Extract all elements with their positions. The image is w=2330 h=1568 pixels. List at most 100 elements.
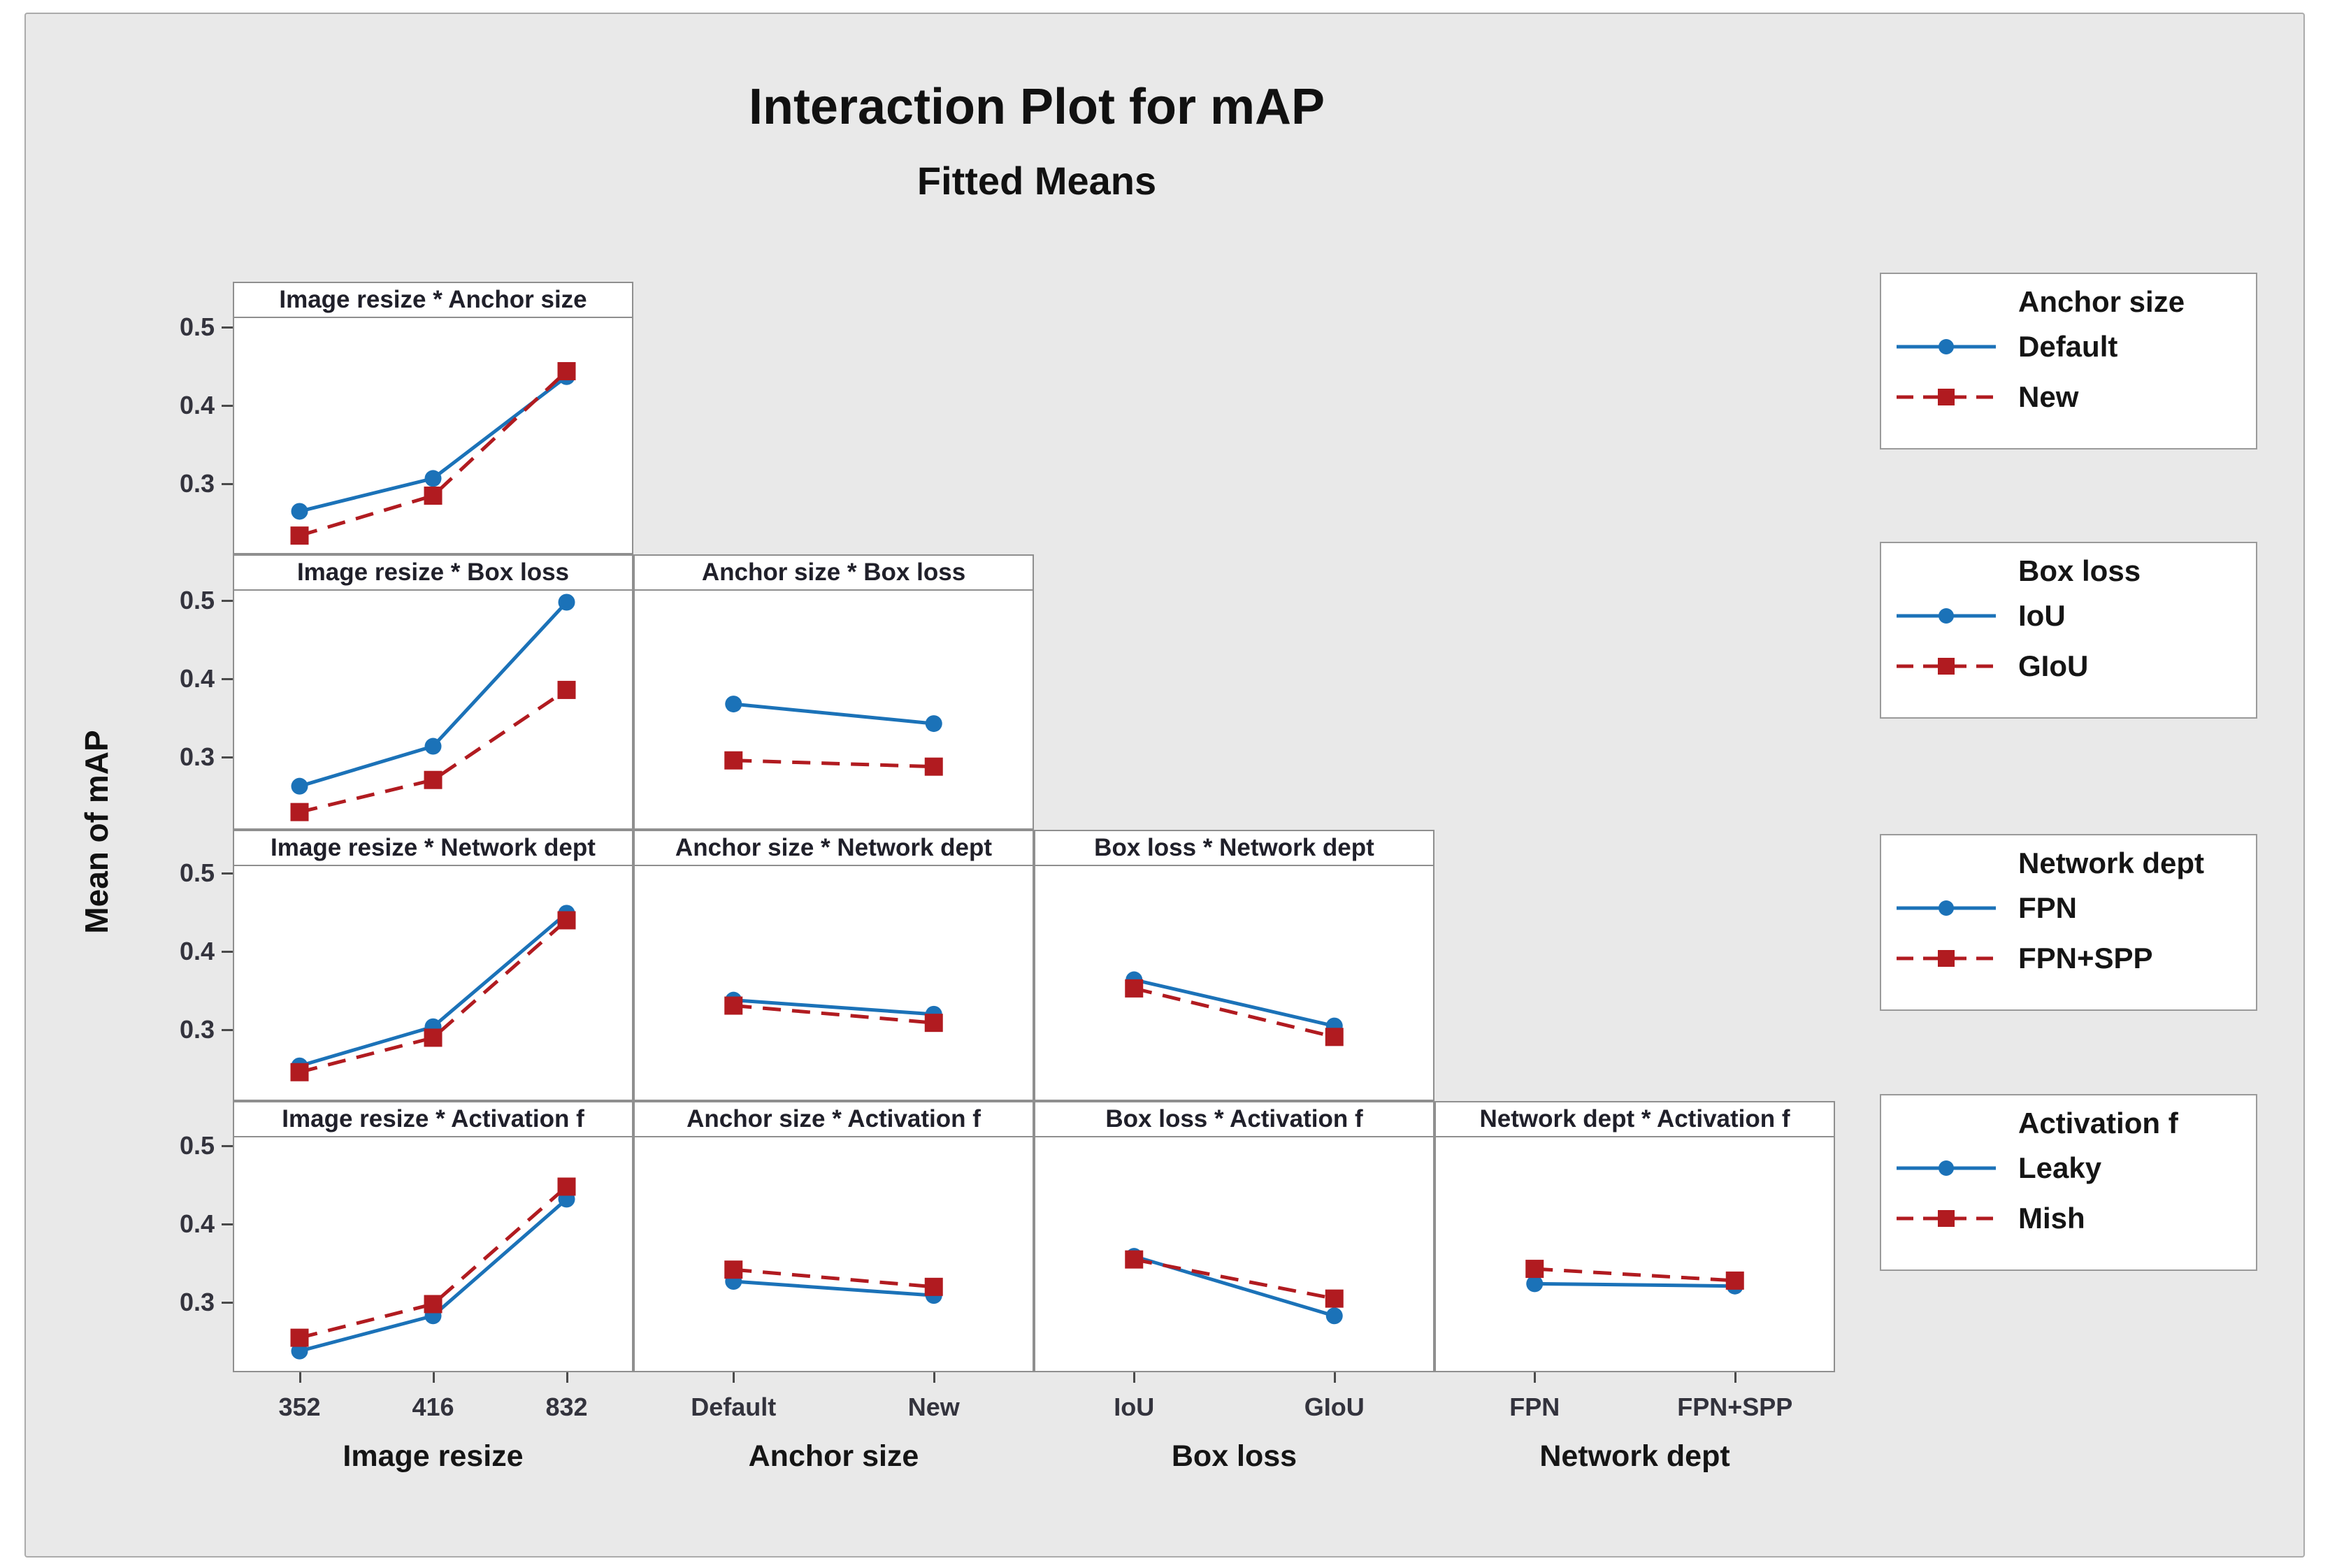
legend-title: Anchor size (2018, 285, 2185, 318)
y-tick-mark (222, 600, 233, 602)
chart-subtitle: Fitted Means (916, 159, 1157, 203)
circle-marker (1526, 1275, 1544, 1293)
panel-plot-area (633, 591, 1034, 830)
x-tick-label: Default (691, 1393, 777, 1421)
x-tick-label: GIoU (1304, 1393, 1365, 1421)
circle-marker (558, 594, 575, 611)
y-tick-label: 0.4 (179, 1209, 215, 1238)
panel-title: Image resize * Box loss (233, 554, 633, 591)
legend-item: FPN+SPP (1881, 933, 2256, 984)
x-tick-mark (299, 1372, 301, 1383)
y-tick-mark (222, 872, 233, 875)
panel-title: Box loss * Activation f (1034, 1101, 1434, 1137)
legend-item: Default (1881, 322, 2256, 372)
panel-svg (290, 905, 576, 1081)
x-tick-label: 352 (278, 1393, 321, 1421)
circle-marker (1939, 900, 1954, 916)
panel-title: Network dept * Activation f (1434, 1101, 1835, 1137)
panel-svg (290, 1177, 576, 1360)
x-tick-mark (1133, 1372, 1136, 1383)
circle-marker (291, 503, 308, 520)
legend-anchor-size: Anchor size Default New (1880, 273, 2257, 449)
series-line-new (299, 370, 568, 538)
circle-marker (1939, 608, 1954, 624)
y-tick-label: 0.5 (179, 858, 215, 887)
legend-line-circle-swatch (1897, 900, 1996, 916)
square-marker (1725, 1271, 1744, 1290)
series-line-leaky (1534, 1281, 1735, 1288)
y-tick-mark (222, 678, 233, 680)
panel-svg (1125, 971, 1344, 1046)
legend-item-label: Mish (2018, 1202, 2085, 1235)
square-marker (924, 757, 943, 776)
square-marker (290, 1063, 309, 1081)
y-tick-label: 0.4 (179, 664, 215, 693)
square-marker (424, 1028, 443, 1047)
circle-marker (1939, 1160, 1954, 1176)
series-line-giou (733, 758, 934, 769)
y-tick-label: 0.3 (179, 469, 215, 498)
legend-item: FPN (1881, 883, 2256, 933)
panel-plot-area (633, 866, 1034, 1101)
y-tick-label: 0.4 (179, 937, 215, 965)
y-tick-label: 0.5 (179, 586, 215, 614)
legend-item-label: New (2018, 380, 2079, 413)
square-marker (724, 751, 743, 770)
legend-line-circle-swatch (1897, 1160, 1996, 1176)
panel-title: Image resize * Anchor size (233, 282, 633, 318)
panel-title: Anchor size * Activation f (633, 1101, 1034, 1137)
x-tick-mark (733, 1372, 735, 1383)
series-line-iou (733, 702, 934, 726)
series-line-giou (299, 688, 568, 814)
circle-marker (424, 470, 442, 487)
square-marker (1938, 1210, 1955, 1227)
square-marker (1325, 1289, 1344, 1308)
series-line-mish (733, 1267, 934, 1289)
circle-marker (1939, 339, 1954, 354)
panel-svg (724, 1260, 943, 1304)
panel-svg (290, 361, 576, 545)
square-marker (557, 361, 576, 380)
circle-marker (291, 777, 308, 795)
y-tick-mark (222, 1302, 233, 1304)
series-line-fpn (733, 998, 934, 1016)
x-axis-title: Image resize (343, 1439, 524, 1473)
square-marker (1125, 979, 1144, 998)
circle-marker (424, 738, 442, 755)
x-tick-label: FPN+SPP (1677, 1393, 1793, 1421)
y-tick-mark (222, 756, 233, 758)
panel-title: Anchor size * Box loss (633, 554, 1034, 591)
circle-marker (1325, 1307, 1343, 1325)
y-tick-mark (222, 1029, 233, 1031)
square-marker (424, 770, 443, 789)
panel-plot-area (1034, 866, 1434, 1101)
legend-item-label: Default (2018, 330, 2118, 363)
square-marker (1938, 658, 1955, 675)
series-line-fpn (1133, 978, 1335, 1028)
y-tick-mark (222, 483, 233, 485)
legend-item: New (1881, 372, 2256, 422)
square-marker (557, 1177, 576, 1196)
y-tick-label: 0.5 (179, 1131, 215, 1160)
panel-svg (1525, 1260, 1744, 1295)
x-tick-mark (1534, 1372, 1537, 1383)
y-tick-label: 0.5 (179, 312, 215, 341)
legend-title: Activation f (2018, 1107, 2178, 1139)
x-tick-label: 832 (545, 1393, 588, 1421)
panel-plot-area (233, 866, 633, 1101)
panel-svg (290, 594, 576, 821)
legend-item-label: FPN (2018, 891, 2077, 924)
x-tick-label: FPN (1509, 1393, 1560, 1421)
legend-line-square-swatch (1897, 658, 1996, 675)
y-tick-mark (222, 1145, 233, 1147)
panel-plot-area (233, 591, 633, 830)
legend-line-square-swatch (1897, 389, 1996, 405)
legend-line-square-swatch (1897, 950, 1996, 967)
square-marker (1525, 1260, 1544, 1279)
legend-item: IoU (1881, 591, 2256, 641)
square-marker (924, 1014, 943, 1033)
legend-line-circle-swatch (1897, 339, 1996, 354)
